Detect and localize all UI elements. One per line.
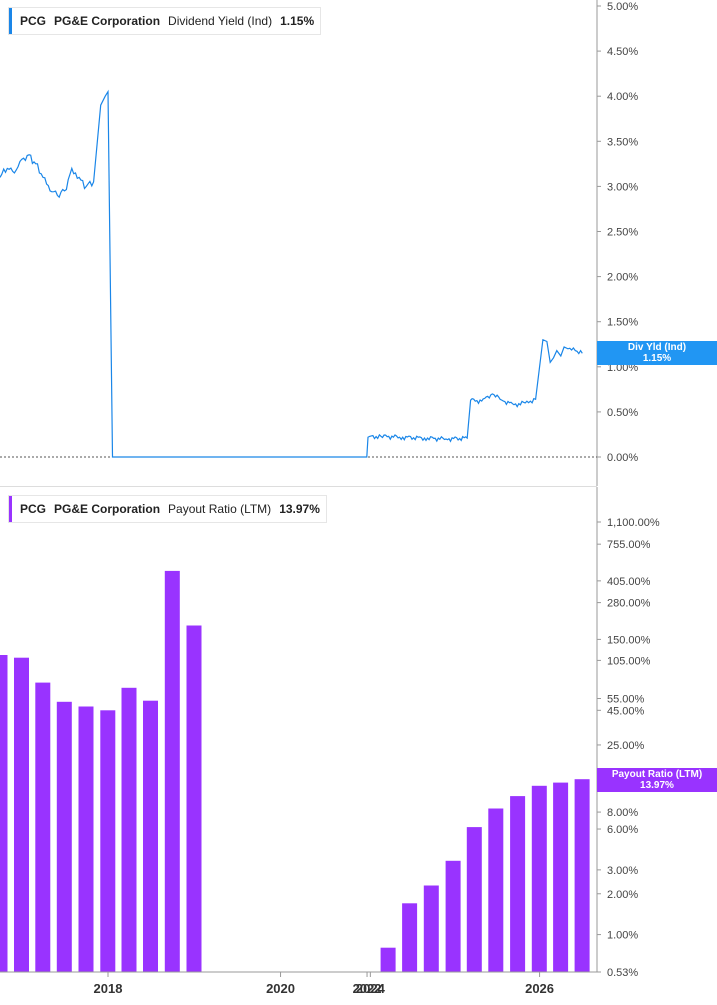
payout-bar — [574, 779, 590, 972]
legend-company: PG&E Corporation — [54, 14, 161, 28]
yield-y-tick-label: 0.00% — [607, 452, 638, 464]
payout-ratio-panel: 1,100.00% 755.00% 405.00% 280.00% 150.00% 105… — [0, 487, 660, 979]
payout-bar — [14, 657, 29, 972]
yield-y-tick-label: 2.00% — [607, 272, 638, 284]
legend-value: 1.15% — [280, 14, 315, 28]
x-tick-label: 2018 — [94, 981, 123, 996]
payout-bar — [531, 785, 547, 972]
legend-metric: Payout Ratio (LTM) — [168, 502, 272, 516]
payout-bar — [423, 885, 439, 972]
payout-bar — [56, 701, 72, 972]
legend-swatch-yield — [9, 8, 12, 34]
payout-y-tick-label: 0.53% — [607, 967, 638, 979]
payout-flag-value: 13.97% — [640, 780, 674, 791]
yield-y-tick-label: 4.50% — [607, 46, 638, 58]
yield-value-flag: Div Yld (Ind) 1.15% — [597, 341, 717, 365]
payout-y-tick-label: 755.00% — [607, 539, 651, 551]
payout-bar — [78, 706, 94, 972]
payout-bar — [0, 655, 8, 972]
yield-y-tick-label: 5.00% — [607, 1, 638, 13]
payout-y-tick-label: 55.00% — [607, 693, 645, 705]
payout-y-tick-label: 405.00% — [607, 576, 651, 588]
payout-bar — [143, 700, 158, 972]
payout-bar — [121, 687, 137, 972]
payout-bar — [100, 710, 116, 972]
payout-y-tick-label: 25.00% — [607, 740, 645, 752]
payout-flag-label: Payout Ratio (LTM) — [611, 769, 703, 780]
payout-bar — [553, 782, 569, 972]
payout-bar — [466, 827, 482, 972]
x-tick-label: 2020 — [266, 981, 295, 996]
payout-y-tick-label: 8.00% — [607, 807, 638, 819]
yield-y-tick-label: 0.50% — [607, 407, 638, 419]
payout-value-flag: Payout Ratio (LTM) 13.97% — [597, 768, 717, 792]
payout-y-tick-label: 105.00% — [607, 655, 651, 667]
payout-bar — [186, 625, 202, 972]
x-tick-label: 2024 — [356, 981, 386, 996]
yield-flag-label: Div Yld (Ind) — [627, 342, 687, 353]
legend-swatch-payout — [9, 496, 12, 522]
legend-ticker: PCG — [20, 502, 47, 516]
payout-y-tick-label: 6.00% — [607, 824, 638, 836]
yield-flag-value: 1.15% — [642, 353, 672, 364]
payout-y-tick-label: 3.00% — [607, 865, 638, 877]
yield-y-tick-label: 3.50% — [607, 136, 638, 148]
payout-bar — [488, 808, 504, 972]
payout-y-tick-label: 45.00% — [607, 705, 645, 717]
yield-y-tick-label: 2.50% — [607, 227, 638, 239]
x-tick-label: 2022 — [353, 981, 382, 996]
dividend-yield-panel: 5.00% 4.50% 4.00% 3.50% 3.00% 2.50% 2.00% 1.50%… — [0, 0, 638, 486]
payout-bar — [445, 860, 461, 972]
bottom-legend: PCG PG&E Corporation Payout Ratio (LTM) … — [8, 495, 327, 523]
payout-bar — [510, 796, 526, 972]
yield-y-tick-label: 3.00% — [607, 181, 638, 193]
payout-y-tick-label: 1,100.00% — [607, 517, 660, 529]
payout-bar — [402, 903, 418, 972]
x-tick-label: 2026 — [525, 981, 554, 996]
legend-metric: Dividend Yield (Ind) — [168, 14, 273, 28]
dividend-yield-line — [0, 89, 583, 458]
payout-y-tick-label: 280.00% — [607, 598, 651, 610]
payout-bar — [35, 682, 51, 972]
top-legend: PCG PG&E Corporation Dividend Yield (Ind… — [8, 7, 322, 35]
yield-y-tick-label: 1.50% — [607, 317, 638, 329]
payout-bar — [380, 947, 396, 972]
legend-company: PG&E Corporation — [54, 502, 161, 516]
yield-y-tick-label: 4.00% — [607, 91, 638, 103]
legend-ticker: PCG — [20, 14, 47, 28]
payout-y-tick-label: 150.00% — [607, 634, 651, 646]
legend-value: 13.97% — [279, 502, 320, 516]
payout-y-tick-label: 1.00% — [607, 930, 638, 942]
payout-y-tick-label: 2.00% — [607, 889, 638, 901]
payout-bar — [164, 570, 180, 972]
